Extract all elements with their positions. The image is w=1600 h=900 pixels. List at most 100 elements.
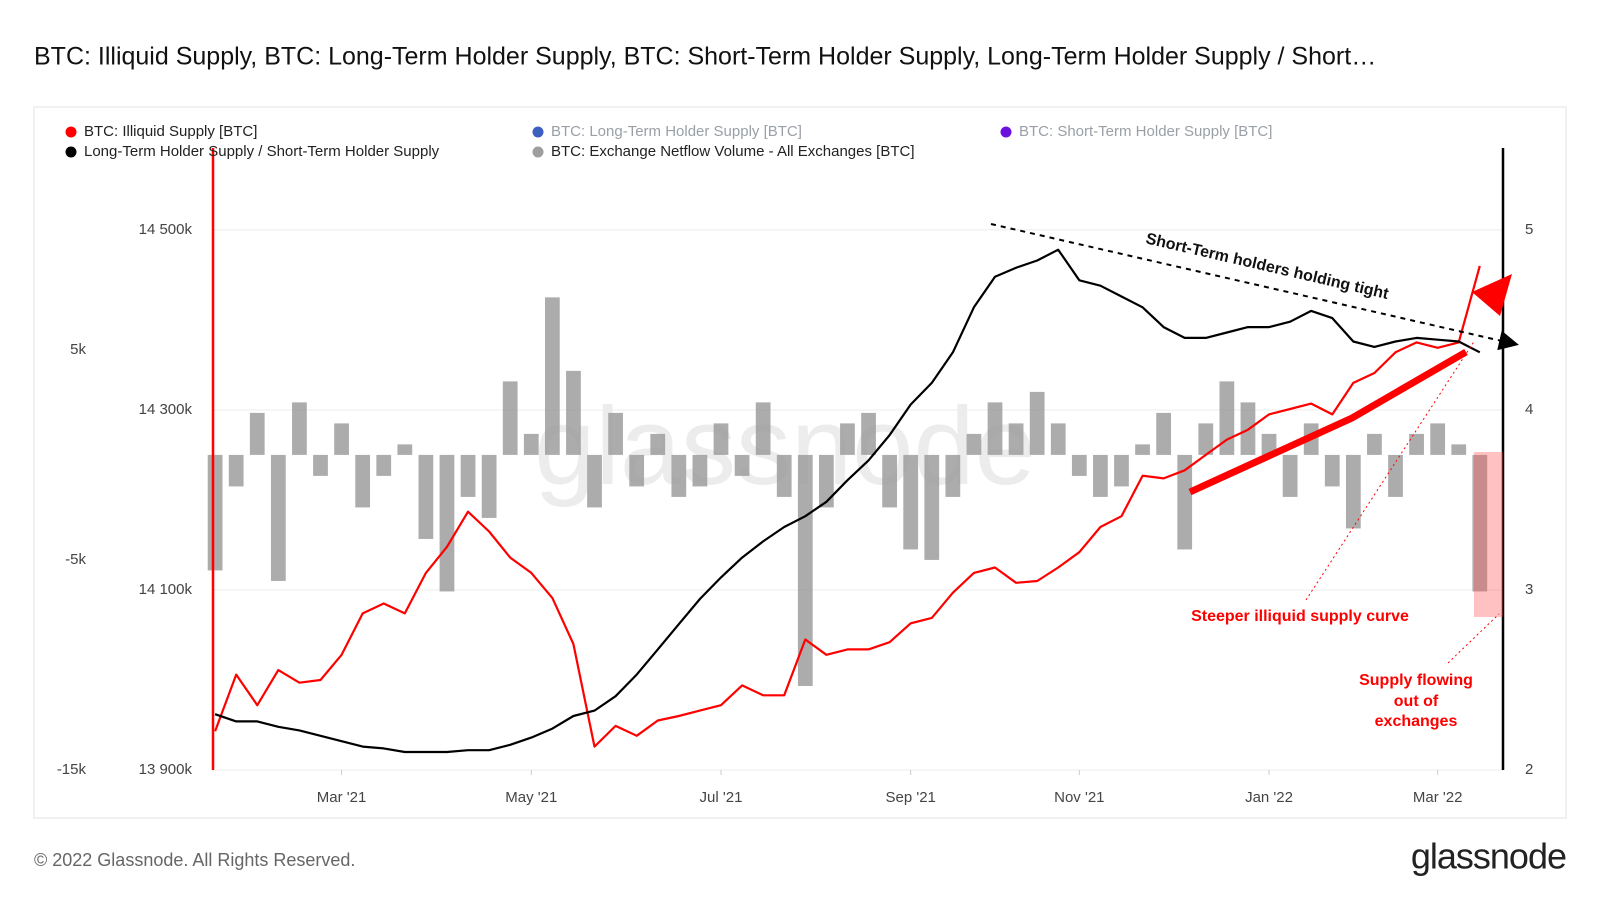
y3-tick-label: -15k xyxy=(57,761,87,778)
legend-marker xyxy=(65,126,77,138)
bar xyxy=(1261,433,1277,455)
y-tick-label: 14 500k xyxy=(139,221,193,238)
x-tick-label: Jan '22 xyxy=(1245,789,1293,806)
annotation: out of xyxy=(1394,693,1439,710)
bar xyxy=(502,381,518,455)
y3-tick-label: 5k xyxy=(70,341,86,358)
bar xyxy=(313,454,328,476)
bar xyxy=(1050,423,1066,455)
line xyxy=(214,248,1481,754)
annotation: exchanges xyxy=(1375,713,1458,730)
legend-label: BTC: Long-Term Holder Supply [BTC] xyxy=(551,123,802,140)
x-tick-label: Jul '21 xyxy=(700,789,743,806)
legend-marker xyxy=(65,146,77,158)
bar xyxy=(734,454,750,476)
legend-label: BTC: Illiquid Supply [BTC] xyxy=(84,123,257,140)
legend-marker xyxy=(532,146,544,158)
chart-title: BTC: Illiquid Supply, BTC: Long-Term Hol… xyxy=(34,43,1376,71)
bar xyxy=(966,433,982,455)
bar xyxy=(376,454,392,476)
bar xyxy=(1008,423,1024,455)
bar xyxy=(355,454,371,508)
bar xyxy=(1114,454,1129,487)
bar xyxy=(481,454,497,518)
bar xyxy=(1135,444,1150,455)
x-tick-label: Nov '21 xyxy=(1054,789,1104,806)
trend-arrow xyxy=(1188,348,1468,496)
bar xyxy=(207,454,223,571)
y2-tick-label: 5 xyxy=(1525,221,1533,238)
bar xyxy=(1451,444,1467,455)
bar xyxy=(776,454,792,497)
bar xyxy=(1367,433,1382,455)
bar xyxy=(987,402,1003,455)
y2-tick-label: 3 xyxy=(1525,581,1533,598)
bar xyxy=(397,444,413,455)
bar xyxy=(439,454,455,592)
bar xyxy=(713,423,729,455)
bar xyxy=(523,433,539,455)
bar xyxy=(460,454,476,497)
bar xyxy=(692,454,708,487)
annotation-leader xyxy=(1305,339,1476,601)
y3-tick-label: -5k xyxy=(65,551,86,568)
y2-tick-label: 4 xyxy=(1525,401,1533,418)
bar xyxy=(587,454,602,508)
annotation: Supply flowing xyxy=(1359,672,1473,689)
bar xyxy=(1430,423,1446,455)
bar xyxy=(270,454,286,581)
bar xyxy=(608,412,623,455)
bar xyxy=(566,370,581,455)
bar xyxy=(1219,381,1235,455)
x-tick-label: Sep '21 xyxy=(885,789,935,806)
y-tick-label: 14 100k xyxy=(139,581,193,598)
highlight-box xyxy=(1474,452,1503,617)
bar xyxy=(671,454,687,497)
bar xyxy=(861,412,876,455)
bar xyxy=(1177,454,1193,550)
legend-label: BTC: Exchange Netflow Volume - All Excha… xyxy=(551,143,915,160)
legend-marker xyxy=(532,126,544,138)
arrow-head xyxy=(1472,274,1512,316)
bar xyxy=(1282,454,1298,497)
y-tick-label: 13 900k xyxy=(139,761,193,778)
bar xyxy=(1156,412,1172,455)
bar xyxy=(903,454,919,550)
x-tick-label: Mar '22 xyxy=(1413,789,1463,806)
bar xyxy=(1071,454,1087,476)
x-tick-label: May '21 xyxy=(505,789,557,806)
y2-tick-label: 2 xyxy=(1525,761,1533,778)
line xyxy=(214,265,1481,748)
bar xyxy=(1324,454,1340,487)
bar xyxy=(840,423,855,455)
footer: © 2022 Glassnode. All Rights Reserved. xyxy=(34,850,355,870)
chart-frame xyxy=(33,106,1567,819)
annotation: Steeper illiquid supply curve xyxy=(1191,608,1409,625)
bar xyxy=(228,454,244,487)
x-tick-label: Mar '21 xyxy=(317,789,367,806)
bar xyxy=(418,454,434,539)
bar xyxy=(1345,454,1361,529)
bar xyxy=(819,454,834,508)
bar xyxy=(755,402,771,455)
legend-label: BTC: Short-Term Holder Supply [BTC] xyxy=(1019,123,1272,140)
bar xyxy=(945,454,961,497)
bar xyxy=(1472,454,1488,592)
bar xyxy=(1093,454,1108,497)
bar xyxy=(650,433,666,455)
bar xyxy=(249,412,265,455)
bar xyxy=(1198,423,1214,455)
bar xyxy=(924,454,940,560)
bar xyxy=(1029,391,1045,455)
bar xyxy=(334,423,349,455)
bar xyxy=(544,297,560,455)
y-tick-label: 14 300k xyxy=(139,401,193,418)
logo: glassnode xyxy=(1411,836,1566,877)
bar xyxy=(1388,454,1403,497)
bar xyxy=(882,454,897,508)
bar xyxy=(629,454,645,487)
bar xyxy=(1409,433,1424,455)
legend-marker xyxy=(1000,126,1012,138)
